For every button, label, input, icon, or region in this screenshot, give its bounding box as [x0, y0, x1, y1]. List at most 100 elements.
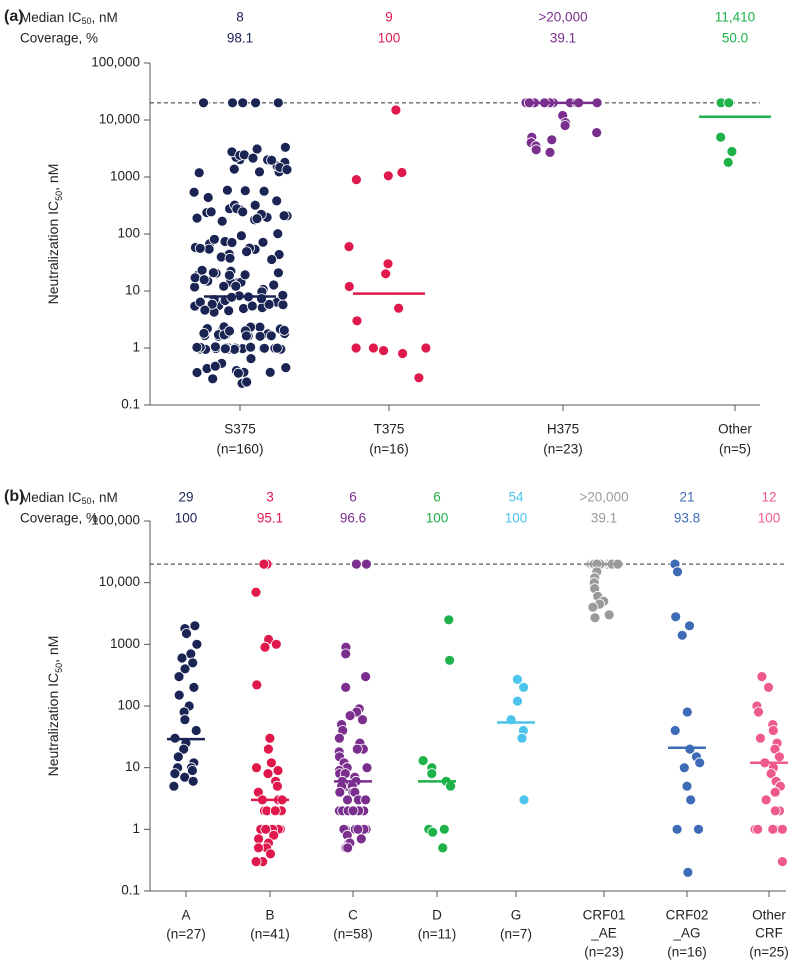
data-point [208, 233, 220, 245]
y-tick-label: 0.1 [121, 883, 140, 898]
y-axis-label-tail: , nM [45, 164, 61, 191]
data-point [224, 325, 235, 337]
x-tick-count: (n=160) [217, 442, 264, 457]
data-point [221, 184, 233, 196]
data-point [176, 652, 188, 664]
data-point [262, 743, 274, 755]
data-point [437, 842, 449, 854]
data-point [191, 367, 203, 378]
data-point [546, 134, 558, 146]
median-header-label: Median IC50, nM [20, 490, 118, 507]
data-point [413, 372, 425, 384]
data-point [723, 97, 735, 109]
data-point [774, 751, 785, 763]
data-point [685, 794, 697, 806]
coverage-value: 93.8 [674, 511, 700, 526]
coverage-value: 95.1 [257, 511, 283, 526]
data-point [254, 330, 266, 342]
data-point [684, 620, 695, 632]
data-point [198, 327, 210, 339]
data-point [360, 558, 372, 570]
data-point [360, 794, 372, 806]
data-point [246, 300, 258, 312]
data-point [187, 775, 199, 787]
data-point [191, 638, 203, 650]
data-point [396, 167, 408, 178]
data-point [277, 289, 289, 301]
data-point [589, 612, 601, 624]
data-point [272, 97, 284, 109]
x-tick-count: (n=11) [418, 927, 456, 942]
data-point [351, 315, 363, 327]
data-point [218, 280, 230, 292]
coverage-value: 98.1 [227, 31, 253, 46]
data-point [199, 304, 211, 316]
data-point [763, 682, 774, 693]
data-point [268, 829, 280, 841]
median-value: >20,000 [579, 490, 628, 505]
y-tick-label: 1 [132, 340, 140, 355]
data-point [518, 682, 529, 693]
y-tick-label: 100 [117, 226, 140, 241]
data-point [198, 274, 210, 286]
data-point [193, 167, 205, 179]
data-point [760, 794, 772, 806]
x-tick-count: (n=58) [333, 927, 372, 942]
data-point [194, 242, 206, 254]
data-point [591, 127, 603, 139]
data-point [273, 249, 285, 260]
x-tick-count: (n=7) [500, 927, 532, 942]
data-point [223, 269, 235, 281]
data-point [378, 345, 390, 357]
data-point [258, 185, 270, 197]
data-point [271, 342, 283, 354]
data-point [367, 342, 379, 354]
coverage-header-label: Coverage, % [20, 511, 98, 526]
data-point [350, 558, 362, 570]
coverage-value: 50.0 [722, 31, 748, 46]
data-point [258, 342, 270, 354]
median-value: 11,410 [715, 10, 755, 25]
data-point [351, 743, 363, 755]
data-point [223, 305, 235, 317]
median-header-sub: 50 [82, 16, 92, 26]
data-point [168, 780, 180, 792]
data-point [693, 823, 704, 835]
data-point [271, 195, 283, 207]
data-point [390, 104, 402, 116]
data-point [722, 156, 734, 168]
data-point [361, 762, 373, 774]
data-point [342, 842, 354, 854]
data-point [205, 206, 217, 218]
data-point [350, 174, 362, 186]
y-tick-label: 1000 [110, 636, 140, 651]
data-point [232, 367, 244, 379]
data-point [253, 842, 264, 854]
coverage-value: 100 [426, 511, 449, 526]
data-point [241, 376, 253, 388]
data-point [272, 267, 284, 279]
data-point [206, 298, 218, 310]
data-point [767, 725, 779, 736]
y-axis-label: Neutralization IC50, nM [45, 164, 64, 305]
median-value: 54 [508, 490, 524, 505]
data-point [380, 268, 392, 280]
data-point [670, 611, 682, 623]
y-tick-label: 100 [117, 698, 140, 713]
data-point [681, 706, 693, 718]
x-tick-label: G [511, 908, 522, 923]
x-tick-count: (n=25) [749, 945, 788, 960]
coverage-value: 100 [505, 511, 528, 526]
data-point [173, 671, 185, 682]
data-point [753, 706, 764, 718]
coverage-value: 100 [175, 511, 198, 526]
data-point [216, 215, 228, 227]
x-tick-label: C [348, 908, 358, 923]
data-point [777, 856, 788, 867]
data-point [272, 228, 284, 240]
data-point [350, 342, 362, 354]
y-axis-label-sub: 50 [54, 663, 64, 673]
y-tick-label: 10 [125, 759, 140, 774]
y-tick-label: 10 [125, 283, 140, 298]
data-point [756, 671, 768, 682]
